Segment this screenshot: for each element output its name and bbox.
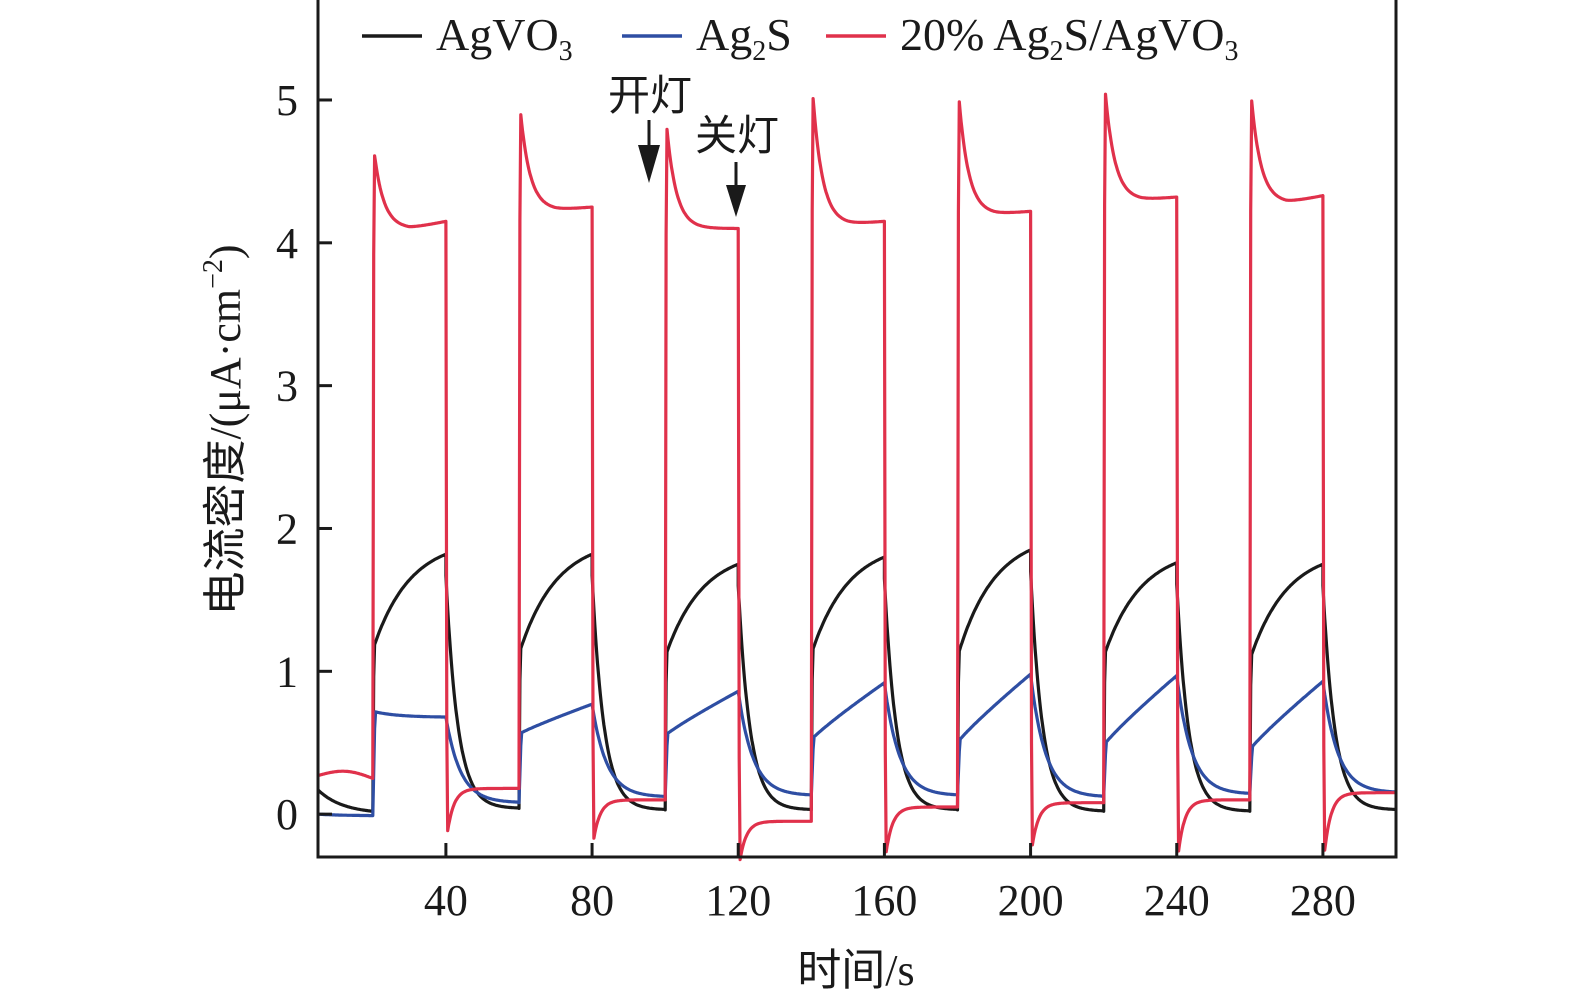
legend-label-2: 20% Ag2S/AgVO3 (900, 9, 1239, 67)
legend-label-1: Ag2S (696, 9, 792, 67)
y-axis: 0 1 2 3 4 5 (276, 76, 332, 839)
legend-label-sub: 3 (559, 36, 573, 67)
y-tick-label: 0 (276, 790, 298, 839)
legend-label-base: Ag (696, 9, 752, 60)
x-axis-title: 时间/s (797, 946, 914, 995)
y-tick-label: 4 (276, 219, 298, 268)
legend-label-base: 20% Ag (900, 9, 1050, 60)
legend-label-sub2: 3 (1225, 36, 1239, 67)
plot-frame (316, 0, 1398, 859)
legend-label-tail: S (766, 9, 792, 60)
legend-label-sub: 2 (752, 36, 766, 67)
series-line-1 (317, 672, 1397, 818)
arrow-down-icon (638, 145, 660, 183)
y-axis-title-sup: −2 (198, 259, 229, 289)
x-tick-label: 240 (1144, 876, 1210, 925)
legend-label-sub: 2 (1050, 36, 1064, 67)
legend-label-base: AgVO (436, 9, 559, 60)
x-tick-label: 40 (424, 876, 468, 925)
series-line-2 (317, 92, 1397, 862)
x-tick-label: 280 (1290, 876, 1356, 925)
legend-label-tail: S/AgVO (1064, 9, 1225, 60)
y-tick-label: 1 (276, 647, 298, 696)
annotation-light-on: 开灯 (608, 74, 692, 120)
y-tick-label: 5 (276, 76, 298, 125)
series-line-0 (316, 548, 1397, 813)
annotation-light-off: 关灯 (695, 114, 779, 160)
y-tick-label: 3 (276, 362, 298, 411)
y-axis-title-main: 电流密度/(μA·cm (201, 289, 250, 616)
x-tick-label: 120 (705, 876, 771, 925)
series-layer (316, 92, 1397, 862)
legend: AgVO3 Ag2S 20% Ag2S/AgVO3 (362, 9, 1239, 67)
x-tick-label: 80 (570, 876, 614, 925)
x-tick-label: 200 (998, 876, 1064, 925)
y-tick-label: 2 (276, 504, 298, 553)
y-axis-title: 电流密度/(μA·cm−2) (198, 244, 250, 615)
legend-label-0: AgVO3 (436, 9, 573, 67)
x-tick-label: 160 (851, 876, 917, 925)
arrow-down-icon (726, 185, 746, 217)
y-axis-title-close: ) (201, 244, 250, 259)
x-axis: 40 80 120 160 200 240 280 (424, 843, 1356, 925)
